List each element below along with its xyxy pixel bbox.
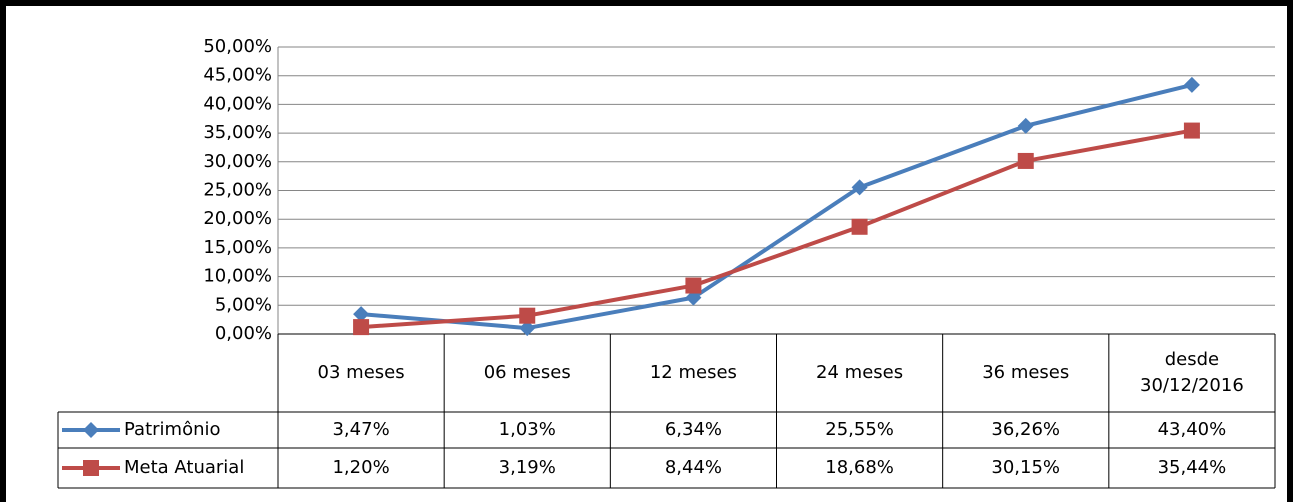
legend-label: Patrimônio (124, 419, 221, 440)
data-label: 30,15% (991, 457, 1061, 478)
y-tick-label: 10,00% (203, 266, 272, 287)
marker (353, 319, 370, 336)
marker (851, 179, 868, 196)
series-line (360, 82, 1193, 331)
marker (1183, 122, 1200, 139)
data-label: 18,68% (825, 457, 894, 478)
series-line (360, 128, 1193, 330)
y-tick-label: 30,00% (203, 151, 272, 172)
data-label: 3,19% (498, 457, 556, 478)
y-tick-label: 25,00% (203, 180, 272, 201)
y-tick-label: 0,00% (215, 323, 272, 344)
marker (519, 307, 536, 324)
data-label: 8,44% (664, 457, 722, 478)
data-label: 25,55% (825, 419, 894, 440)
y-tick-label: 20,00% (203, 208, 272, 229)
marker (1183, 76, 1200, 93)
y-tick-label: 50,00% (203, 36, 272, 57)
x-tick-label: 24 meses (816, 362, 904, 383)
x-tick-label: 06 meses (483, 362, 571, 383)
data-label: 43,40% (1157, 419, 1227, 440)
marker (83, 422, 99, 438)
marker (519, 320, 536, 337)
data-label: 1,03% (498, 419, 556, 440)
marker (83, 460, 99, 476)
x-tick-label: 12 meses (649, 362, 737, 383)
data-label: 35,44% (1157, 457, 1227, 478)
data-label: 1,20% (332, 457, 390, 478)
marker (353, 306, 370, 323)
marker (1017, 152, 1034, 169)
data-label: 6,34% (664, 419, 722, 440)
legend-label: Meta Atuarial (124, 457, 245, 478)
y-tick-label: 35,00% (203, 122, 272, 143)
marker (1017, 117, 1034, 134)
y-tick-label: 45,00% (203, 65, 272, 86)
y-tick-label: 5,00% (215, 294, 272, 315)
marker (685, 289, 702, 306)
data-label: 3,47% (332, 419, 390, 440)
x-tick-label: desde 30/12/2016 (1140, 349, 1244, 396)
marker (685, 277, 702, 294)
x-tick-label: 03 meses (317, 362, 405, 383)
plot: 0,00% 5,00% 10,00% 15,00% 20,00% 25,00% 30,00%… (57, 36, 1276, 489)
data-label: 36,26% (991, 419, 1061, 440)
y-tick-label: 40,00% (203, 93, 272, 114)
x-tick-label: 36 meses (982, 362, 1070, 383)
y-tick-label: 15,00% (203, 237, 272, 258)
marker (851, 218, 868, 235)
